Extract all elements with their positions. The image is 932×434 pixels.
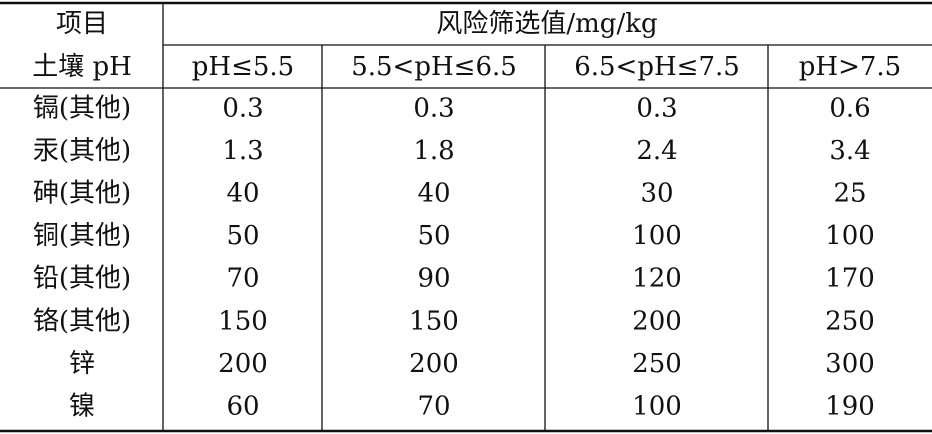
ph-range: 6.5<pH≤7.5 <box>574 52 740 82</box>
cell-value: 190 <box>825 392 875 422</box>
cell-value: 40 <box>226 179 259 209</box>
cell-value: 50 <box>226 221 259 251</box>
row-label: 铅(其他) <box>33 264 131 294</box>
row-label: 镍 <box>69 392 95 422</box>
cell-value: 1.3 <box>222 136 263 166</box>
ph-range: pH>7.5 <box>799 52 901 82</box>
cell-value: 300 <box>825 349 875 379</box>
cell-value: 70 <box>417 392 450 422</box>
row-label: 砷(其他) <box>33 179 131 209</box>
cell-value: 0.6 <box>829 93 870 123</box>
row-label: 镉(其他) <box>33 93 131 123</box>
row-label: 铬(其他) <box>33 306 131 336</box>
cell-value: 200 <box>409 349 459 379</box>
cell-value: 2.4 <box>636 136 677 166</box>
cell-value: 0.3 <box>636 93 677 123</box>
ph-range: pH≤5.5 <box>192 52 294 82</box>
cell-value: 1.8 <box>413 136 454 166</box>
row-label: 汞(其他) <box>33 136 131 166</box>
cell-value: 70 <box>226 264 259 294</box>
ph-range: 5.5<pH≤6.5 <box>351 52 517 82</box>
cell-value: 40 <box>417 179 450 209</box>
cell-value: 100 <box>632 221 682 251</box>
cell-value: 0.3 <box>413 93 454 123</box>
cell-value: 170 <box>825 264 875 294</box>
cell-value: 0.3 <box>222 93 263 123</box>
cell-value: 100 <box>632 392 682 422</box>
cell-value: 90 <box>417 264 450 294</box>
cell-value: 150 <box>218 306 268 336</box>
cell-value: 200 <box>632 306 682 336</box>
ph-label: 土壤 pH <box>32 52 132 82</box>
cell-value: 60 <box>226 392 259 422</box>
cell-value: 200 <box>218 349 268 379</box>
cell-value: 25 <box>833 179 866 209</box>
row-label: 铜(其他) <box>33 221 131 251</box>
cell-value: 3.4 <box>829 136 870 166</box>
cell-value: 100 <box>825 221 875 251</box>
cell-value: 30 <box>640 179 673 209</box>
header-item: 项目 <box>56 9 108 39</box>
cell-value: 150 <box>409 306 459 336</box>
cell-value: 250 <box>825 306 875 336</box>
cell-value: 50 <box>417 221 450 251</box>
row-label: 锌 <box>69 349 95 379</box>
header-group: 风险筛选值/mg/kg <box>436 9 657 39</box>
cell-value: 120 <box>632 264 682 294</box>
cell-value: 250 <box>632 349 682 379</box>
